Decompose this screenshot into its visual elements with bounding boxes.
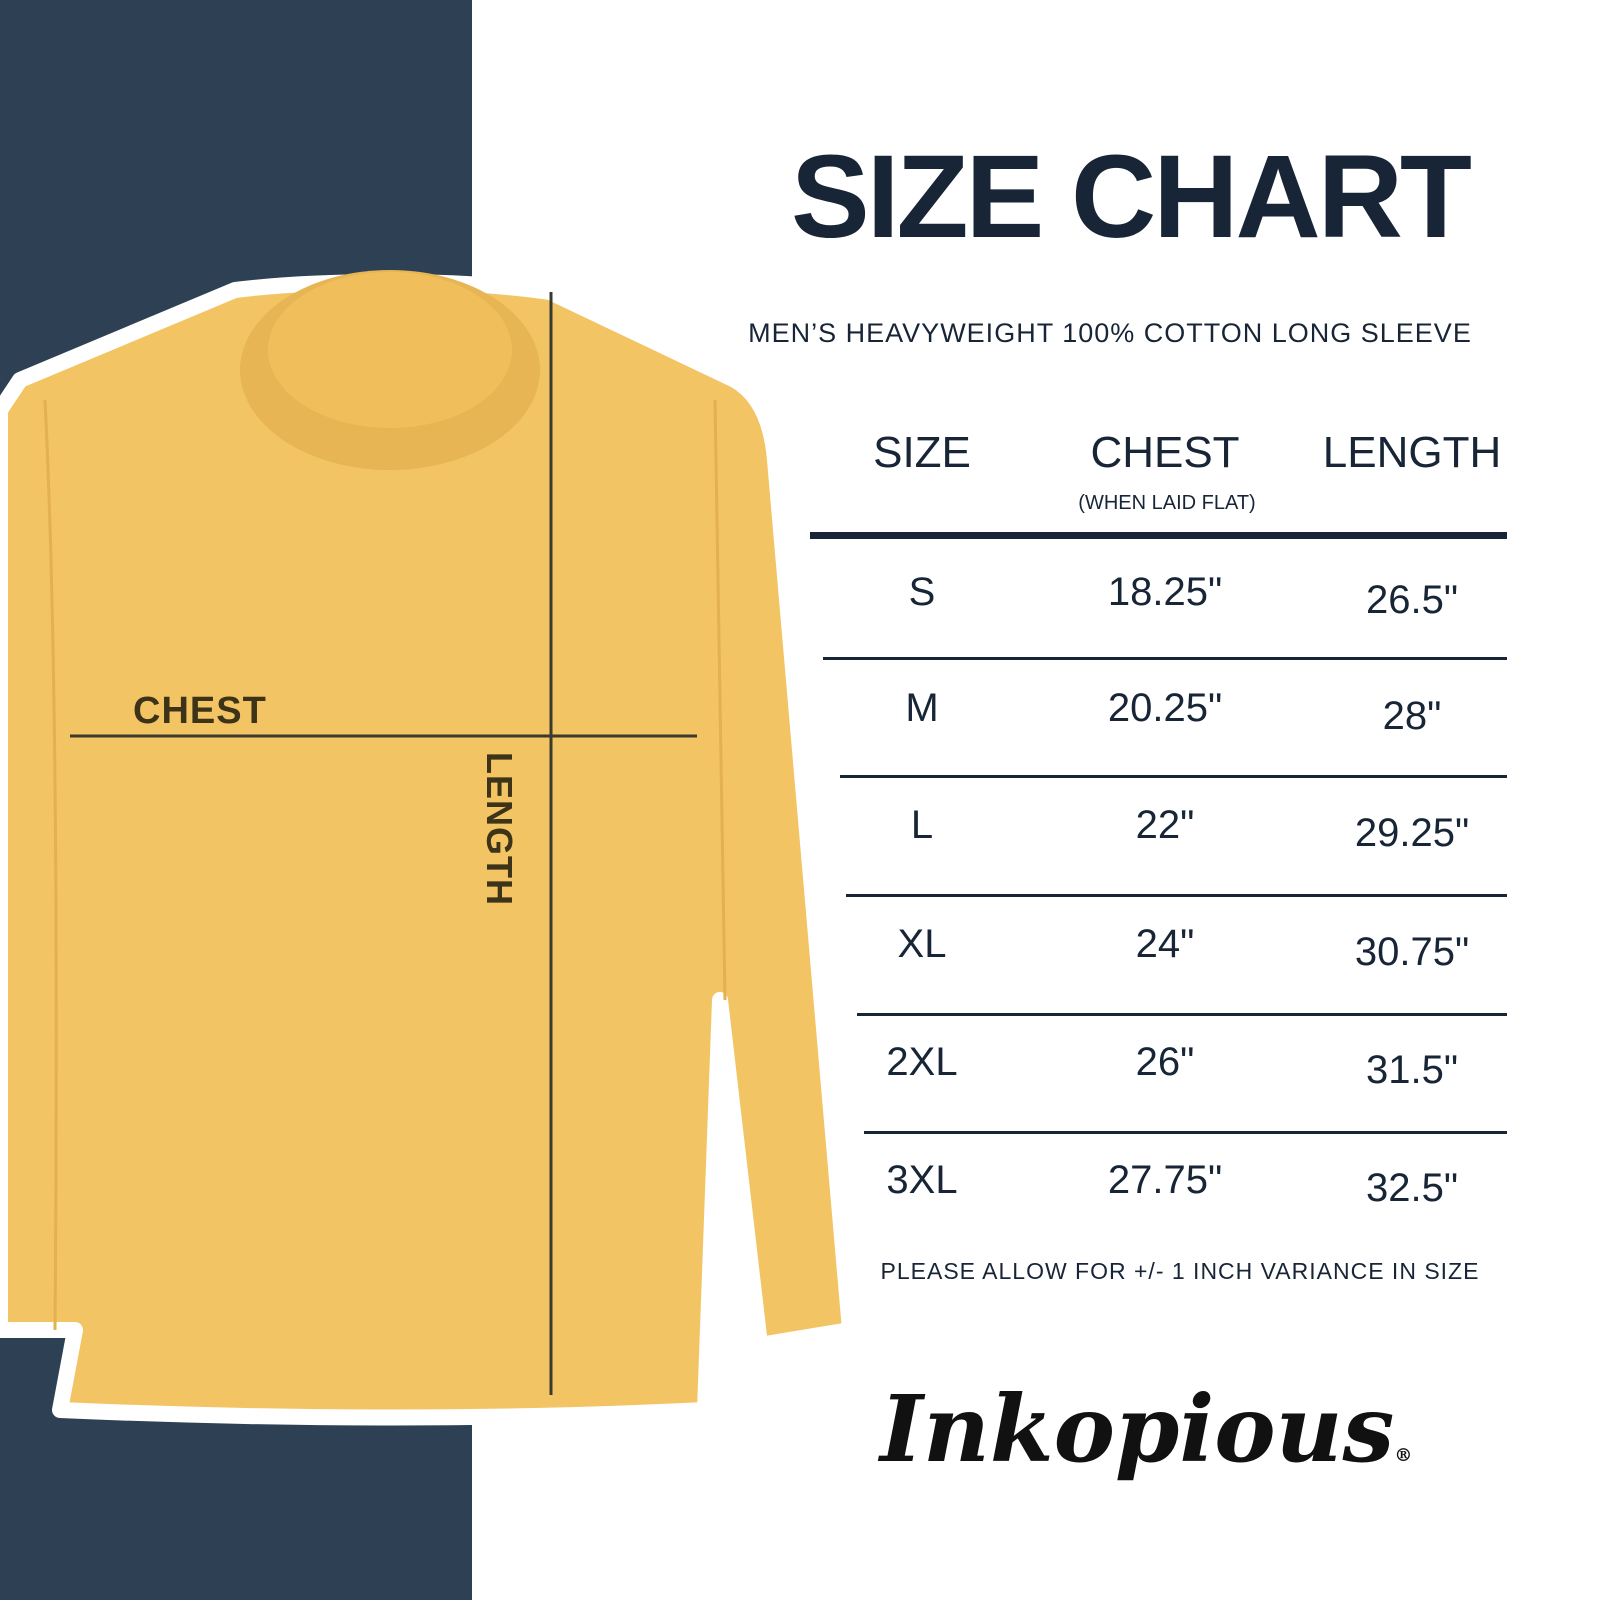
- chest-label: CHEST: [133, 690, 267, 732]
- page-title: SIZE CHART: [791, 131, 1472, 263]
- shirt-diagram: [0, 270, 858, 1426]
- cell-chest: 26": [1135, 1040, 1195, 1084]
- cell-chest: 27.75": [1107, 1158, 1223, 1202]
- cell-size: 3XL: [886, 1158, 958, 1202]
- cell-chest: 22": [1135, 803, 1195, 847]
- header-size: SIZE: [873, 428, 971, 477]
- product-subtitle: MEN’S HEAVYWEIGHT 100% COTTON LONG SLEEV…: [748, 318, 1472, 348]
- cell-length: 26.5": [1365, 578, 1459, 622]
- cell-size: S: [908, 570, 936, 614]
- cell-chest: 18.25": [1107, 570, 1223, 614]
- row-divider: [846, 894, 1507, 897]
- cell-size: L: [910, 803, 934, 847]
- cell-length: 30.75": [1354, 930, 1470, 974]
- cell-length: 31.5": [1365, 1048, 1459, 1092]
- header-chest-note: (WHEN LAID FLAT): [1078, 492, 1256, 514]
- cell-size: 2XL: [886, 1040, 958, 1084]
- length-label: LENGTH: [479, 752, 520, 906]
- cell-length: 28": [1382, 694, 1442, 738]
- shirt-image: [0, 270, 858, 1426]
- row-divider: [864, 1131, 1507, 1134]
- cell-size: XL: [897, 922, 947, 966]
- brand-logo: Inkopious®: [880, 1375, 1413, 1483]
- cell-chest: 24": [1135, 922, 1195, 966]
- cell-size: M: [905, 686, 939, 730]
- cell-length: 32.5": [1365, 1166, 1459, 1210]
- variance-note: PLEASE ALLOW FOR +/- 1 INCH VARIANCE IN …: [880, 1258, 1480, 1284]
- cell-chest: 20.25": [1107, 686, 1223, 730]
- cell-length: 29.25": [1354, 811, 1470, 855]
- row-divider: [823, 657, 1507, 660]
- header-divider: [810, 532, 1507, 539]
- row-divider: [857, 1013, 1507, 1016]
- header-length: LENGTH: [1322, 428, 1502, 477]
- header-chest: CHEST: [1090, 428, 1240, 477]
- row-divider: [840, 775, 1507, 778]
